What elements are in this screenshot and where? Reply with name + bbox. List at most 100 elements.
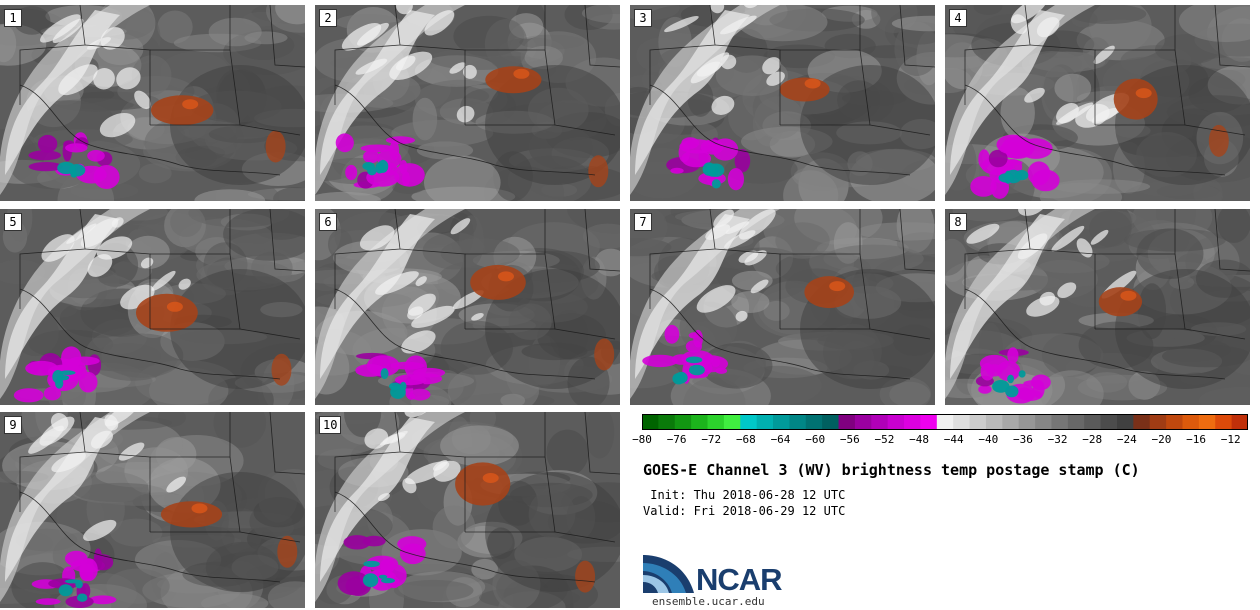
cloud-texture	[1069, 5, 1147, 24]
boundary-line	[899, 209, 935, 272]
bright-cloud	[52, 18, 84, 44]
colorbar-tick-label: −64	[770, 433, 791, 446]
cold-cloud-top	[363, 150, 380, 164]
water-vapor-map	[630, 5, 935, 201]
bright-cloud	[450, 218, 471, 235]
warm-brightness-region	[455, 462, 511, 506]
water-vapor-map	[0, 209, 305, 405]
cloud-texture	[213, 412, 267, 448]
cloud-texture	[440, 238, 520, 269]
boundary-line	[19, 412, 86, 512]
coldest-cloud-top	[702, 162, 716, 176]
boundary-line	[19, 288, 281, 380]
cold-cloud-top	[394, 374, 427, 386]
member-number-label: 9	[4, 416, 22, 434]
colorbar-bin	[904, 414, 922, 430]
bright-cloud	[1057, 282, 1077, 299]
bright-cloud	[151, 270, 176, 291]
boundary-line	[964, 288, 1226, 380]
colorbar-tick-label: −32	[1047, 433, 1068, 446]
bright-cloud	[178, 278, 191, 290]
cold-cloud-top	[1017, 389, 1043, 401]
colorbar-tick-label: −48	[909, 433, 929, 446]
cold-cloud-top	[688, 332, 699, 339]
boundary-line	[269, 209, 305, 272]
bright-cloud	[1075, 103, 1110, 128]
figure-title: GOES-E Channel 3 (WV) brightness temp po…	[643, 461, 1140, 479]
boundary-line	[19, 491, 281, 583]
cold-cloud-top	[345, 164, 358, 181]
warm-brightness-region	[265, 130, 286, 163]
cold-cloud-top	[13, 388, 44, 403]
cloud-texture	[823, 244, 924, 273]
boundary-line	[964, 5, 1031, 105]
warm-brightness-region	[151, 95, 214, 126]
colorbar-border	[642, 414, 1248, 430]
bright-cloud	[966, 223, 1000, 244]
bright-cloud	[58, 64, 98, 96]
moisture-plume	[320, 10, 435, 175]
colorbar-bin	[691, 414, 709, 430]
boundary-line	[899, 5, 935, 68]
cold-cloud-top	[1007, 347, 1019, 364]
cloud-texture	[393, 579, 474, 602]
cloud-texture	[157, 10, 193, 44]
warm-brightness-region	[588, 155, 609, 188]
water-vapor-map	[0, 5, 305, 201]
bright-cloud	[407, 306, 424, 320]
colorbar-bin	[871, 414, 889, 430]
cloud-texture	[201, 593, 269, 608]
bright-cloud	[456, 105, 475, 123]
warm-brightness-region	[1208, 124, 1229, 157]
bright-cloud	[93, 68, 115, 90]
warm-brightness-region	[470, 264, 526, 300]
bright-cloud	[1011, 5, 1047, 24]
bright-cloud	[396, 5, 413, 15]
colorbar-tick-label: −76	[666, 433, 687, 446]
member-number-label: 3	[634, 9, 652, 27]
bright-cloud	[41, 234, 75, 262]
bright-cloud	[357, 22, 389, 46]
colorbar-bin	[658, 414, 676, 430]
cloud-texture	[223, 209, 305, 261]
colorbar-tick-label: −80	[632, 433, 652, 446]
cloud-texture	[101, 333, 184, 378]
cold-cloud-top	[996, 134, 1030, 155]
coldest-cloud-top	[363, 560, 380, 568]
cloud-texture	[170, 209, 202, 237]
bright-cloud	[735, 310, 748, 322]
coldest-cloud-top	[57, 375, 70, 381]
cold-cloud-top	[679, 139, 715, 154]
cloud-texture	[244, 31, 288, 45]
cold-cloud-top	[988, 149, 1008, 168]
cold-cloud-top	[978, 149, 990, 169]
bright-cloud	[40, 14, 81, 43]
moisture-plume	[950, 10, 1065, 175]
water-vapor-map	[315, 209, 620, 405]
bright-cloud	[375, 271, 419, 295]
cold-cloud-top	[35, 598, 61, 605]
boundary-line	[584, 412, 620, 475]
cloud-texture	[1217, 209, 1250, 243]
colorbar-tick-label: −28	[1082, 433, 1103, 446]
boundary-line	[584, 209, 620, 272]
bright-cloud	[705, 224, 731, 240]
bright-cloud	[725, 221, 750, 235]
bright-cloud	[96, 236, 133, 260]
colorbar-tick-label: −12	[1220, 433, 1241, 446]
cold-cloud-top	[681, 149, 711, 168]
colorbar	[642, 414, 1248, 430]
boundary-line	[19, 209, 86, 309]
bright-cloud	[720, 54, 737, 70]
bright-cloud	[711, 95, 735, 115]
boundary-line	[334, 84, 596, 176]
cold-cloud-top	[87, 150, 105, 162]
coldest-cloud-top	[1018, 370, 1026, 378]
colorbar-bin	[674, 414, 692, 430]
cloud-texture	[110, 518, 163, 547]
warm-brightness-region	[1113, 78, 1158, 120]
coldest-cloud-top	[77, 593, 88, 602]
ensemble-member-panel-2: 2	[315, 5, 620, 201]
colorbar-bin	[740, 414, 758, 430]
moisture-plume	[320, 417, 435, 582]
